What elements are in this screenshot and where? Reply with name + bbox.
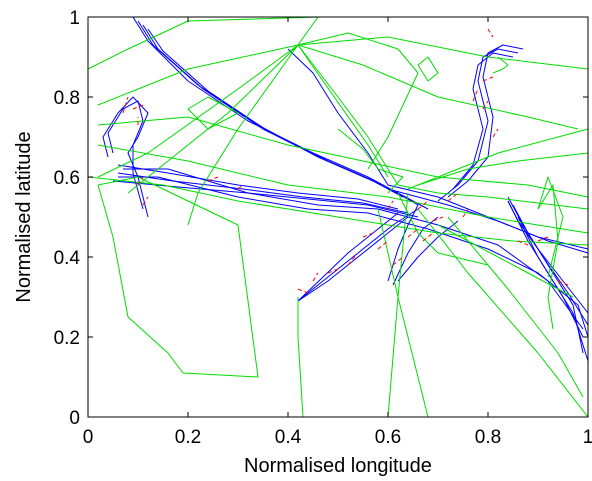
series-series_c-line-25 bbox=[237, 184, 244, 190]
x-tick-label: 0.2 bbox=[175, 427, 201, 448]
series-series_c-line-26 bbox=[207, 176, 219, 182]
series-series_c-line-24 bbox=[557, 280, 569, 286]
series-series_c-line-3 bbox=[142, 196, 149, 206]
x-tick-label: 0 bbox=[83, 427, 94, 448]
y-tick-label: 1 bbox=[69, 8, 80, 29]
series-series_a-line-0 bbox=[132, 16, 429, 210]
series-series_a-line-19 bbox=[452, 52, 514, 190]
series-series_b-line-5 bbox=[297, 44, 389, 178]
series-series_b-line-9 bbox=[297, 44, 399, 186]
y-axis-title: Normalised latitude bbox=[13, 131, 35, 302]
series-series_a-line-10 bbox=[107, 100, 144, 210]
series-series_a-line-9 bbox=[102, 96, 149, 218]
x-tick-label: 1 bbox=[583, 427, 592, 448]
series-series_b-line-13 bbox=[97, 176, 259, 378]
series-series_c-line-7 bbox=[327, 268, 339, 274]
x-tick-label: 0.8 bbox=[475, 427, 501, 448]
series-series_b-line-26 bbox=[492, 56, 509, 74]
series-series_c-line-4 bbox=[137, 176, 144, 186]
series-series_b-line-7 bbox=[297, 36, 589, 70]
plot-lines bbox=[87, 16, 589, 418]
series-series_c-line-8 bbox=[347, 252, 359, 266]
series-series_a-line-4 bbox=[117, 164, 399, 210]
y-tick-label: 0.2 bbox=[54, 328, 80, 349]
series-series_c-line-6 bbox=[312, 272, 319, 282]
series-series_b-line-18 bbox=[447, 216, 584, 398]
series-series_c-line-22 bbox=[517, 240, 529, 246]
series-series_b-line-8 bbox=[297, 44, 579, 130]
series-series_a-line-24 bbox=[517, 216, 584, 338]
series-series_a-line-1 bbox=[137, 20, 404, 198]
series-series_a-line-17 bbox=[437, 48, 519, 202]
x-tick-label: 0.4 bbox=[275, 427, 302, 448]
series-series_b-line-25 bbox=[397, 184, 589, 210]
series-series_c-line-19 bbox=[482, 76, 494, 82]
series-series_c-line-10 bbox=[377, 240, 389, 250]
series-series_c-line-27 bbox=[387, 200, 394, 210]
series-series_c-line-23 bbox=[537, 236, 549, 242]
series-series_a-line-26 bbox=[387, 188, 589, 254]
series-series_c-line-17 bbox=[472, 88, 479, 102]
x-axis-title: Normalised longitude bbox=[244, 455, 432, 477]
series-series_b-line-6 bbox=[297, 32, 419, 170]
series-series_c-line-11 bbox=[392, 256, 404, 266]
series-series_c-line-16 bbox=[462, 208, 469, 218]
y-tick-label: 0.6 bbox=[54, 168, 80, 189]
series-series_b-line-4 bbox=[187, 44, 299, 226]
series-series_c-line-20 bbox=[492, 128, 499, 138]
y-tick-label: 0.8 bbox=[54, 88, 80, 109]
series-series_b-line-16 bbox=[377, 208, 429, 418]
series-series_a-line-6 bbox=[112, 180, 419, 218]
series-series_a-line-22 bbox=[512, 204, 584, 354]
series-series_b-line-10 bbox=[97, 116, 589, 198]
series-series_b-line-2 bbox=[97, 44, 299, 178]
series-series_c-line-0 bbox=[122, 96, 129, 114]
x-tick-label: 0.6 bbox=[375, 427, 401, 448]
series-series_c-line-12 bbox=[407, 228, 419, 238]
series-series_c-line-14 bbox=[432, 216, 444, 222]
series-series_b-line-12 bbox=[87, 176, 589, 246]
series-series_a-line-12 bbox=[297, 216, 409, 302]
series-series_b-line-1 bbox=[97, 16, 319, 106]
series-series_c-line-18 bbox=[482, 100, 489, 110]
series-series_b-line-20 bbox=[537, 184, 559, 330]
series-series_b-line-28 bbox=[187, 96, 239, 130]
series-series_a-line-18 bbox=[447, 44, 524, 198]
ticks: 0 0.2 0.4 0.6 0.8 1 0 0.2 0.4 0.6 0.8 1 bbox=[54, 8, 592, 448]
series-series_c-line-1 bbox=[132, 104, 144, 110]
series-series_a-line-11 bbox=[297, 212, 399, 302]
y-tick-label: 0 bbox=[69, 408, 80, 429]
series-series_b-line-14 bbox=[297, 297, 304, 418]
series-series_a-line-3 bbox=[147, 28, 419, 206]
series-series_a-line-5 bbox=[117, 172, 409, 214]
series-series_b-line-29 bbox=[337, 128, 404, 194]
series-series_b-line-17 bbox=[417, 208, 589, 418]
series-series_c-line-21 bbox=[487, 28, 494, 38]
y-tick-label: 0.4 bbox=[54, 248, 81, 269]
series-series_c-line-13 bbox=[422, 232, 434, 242]
series-series_c-line-28 bbox=[417, 200, 429, 210]
series-series_b-line-22 bbox=[397, 192, 489, 266]
series-series_b-line-23 bbox=[407, 128, 589, 190]
series-series_c-line-15 bbox=[447, 192, 459, 202]
series-series_b-line-21 bbox=[537, 176, 564, 278]
series-series_a-line-13 bbox=[297, 208, 419, 302]
series-series_b-line-11 bbox=[97, 144, 589, 234]
series-series_b-line-19 bbox=[437, 224, 574, 298]
series-series_c-line-5 bbox=[297, 288, 309, 294]
series-series_c-line-9 bbox=[362, 232, 374, 238]
series-series_a-line-16 bbox=[397, 220, 459, 282]
series-series_b-line-24 bbox=[417, 152, 589, 186]
series-series_b-line-27 bbox=[417, 56, 439, 82]
series-series_b-line-0 bbox=[87, 16, 319, 70]
axes-box bbox=[87, 16, 589, 418]
series-series_b-line-3 bbox=[127, 44, 299, 194]
